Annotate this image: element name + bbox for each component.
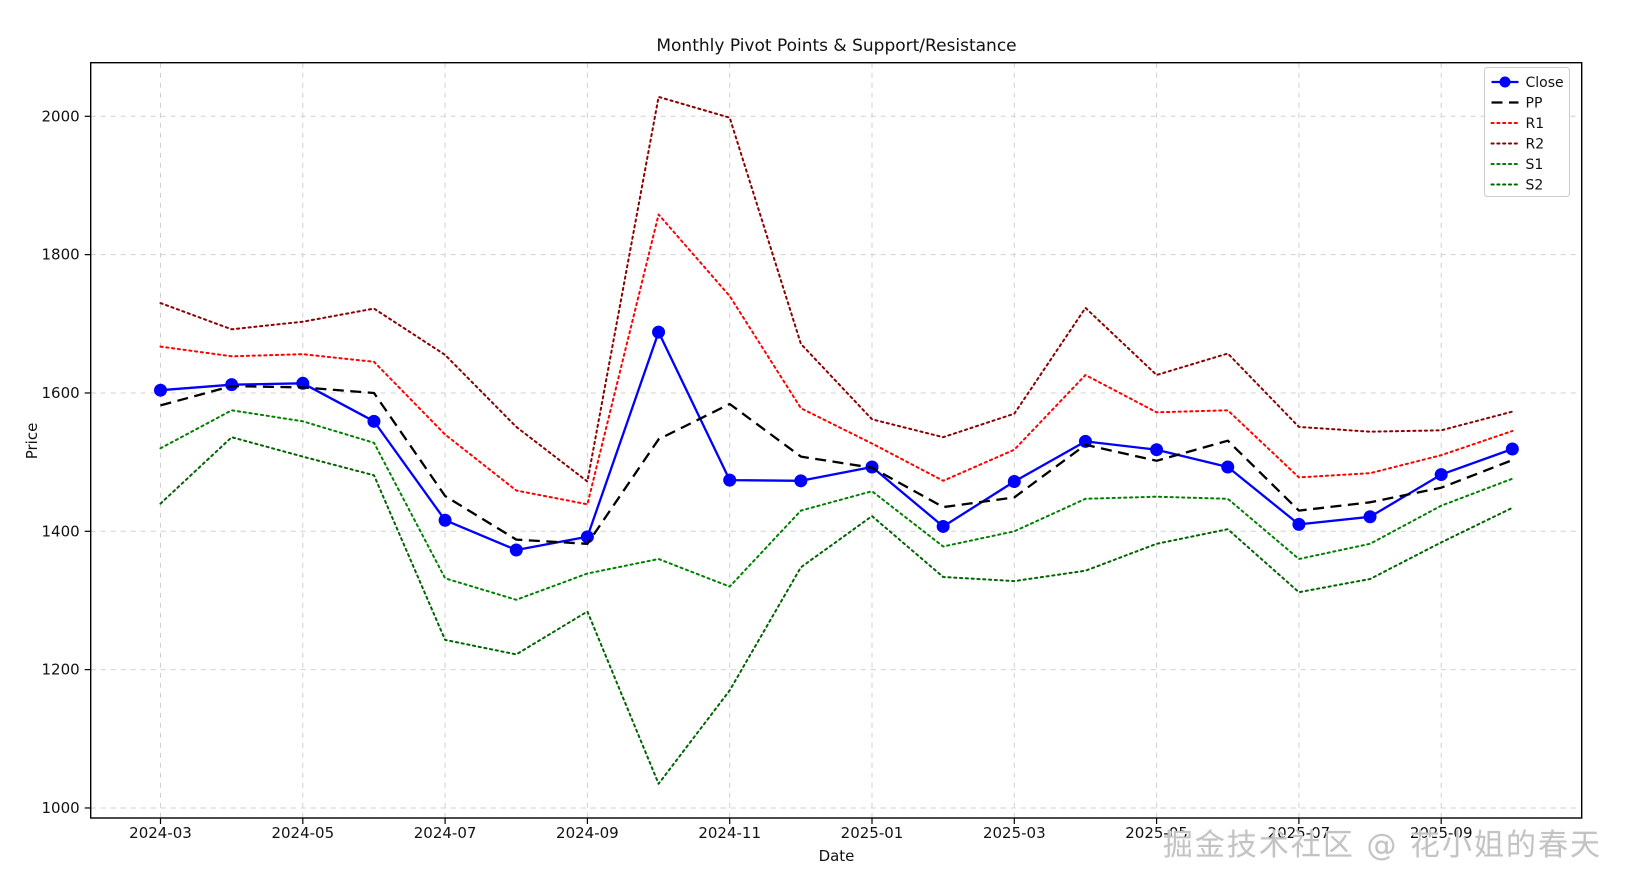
chart-title: Monthly Pivot Points & Support/Resistanc… (656, 36, 1017, 56)
series-marker-close (225, 378, 239, 392)
x-tick-label: 2024-09 (556, 824, 619, 842)
series-marker-close (1221, 460, 1235, 474)
legend-label-r2: R2 (1526, 137, 1545, 153)
x-tick-label: 2025-03 (983, 824, 1046, 842)
legend-label-r1: R1 (1526, 116, 1545, 132)
x-tick-label: 2024-07 (414, 824, 477, 842)
series-marker-close (723, 473, 737, 487)
x-axis-label: Date (818, 847, 855, 865)
series-marker-close (1505, 442, 1519, 456)
series-marker-close (936, 519, 950, 533)
series-line-pp (160, 384, 1513, 545)
x-tick-label: 2024-11 (698, 824, 761, 842)
series-marker-close (367, 414, 381, 428)
series-marker-close (652, 325, 666, 339)
y-tick-label: 1200 (42, 661, 80, 679)
series-line-s2 (159, 436, 1514, 785)
series-marker-close (794, 474, 808, 488)
series-marker-close (1007, 475, 1021, 489)
x-tick-label: 2024-03 (129, 824, 192, 842)
series-marker-close (1150, 443, 1164, 457)
series-marker-close (580, 530, 594, 544)
series-line-close (160, 330, 1513, 552)
y-axis-label: Price (23, 422, 41, 460)
series-marker-close (438, 513, 452, 527)
legend-marker-close (1499, 76, 1511, 88)
series-marker-close (1434, 468, 1448, 482)
series-marker-close (1292, 517, 1306, 531)
y-tick-label: 1000 (42, 799, 80, 817)
plot-border (89, 62, 1583, 819)
y-tick-label: 1600 (42, 384, 80, 402)
series-line-s1 (159, 409, 1514, 601)
y-tick-label: 1400 (42, 522, 80, 540)
watermark-text: 掘金技术社区 @ 花小姐的春天 (1162, 828, 1602, 863)
legend-label-close: Close (1526, 75, 1564, 91)
x-tick-label: 2025-05 (1125, 824, 1188, 842)
legend-label-s2: S2 (1526, 178, 1544, 194)
x-tick-label: 2025-07 (1268, 824, 1331, 842)
x-tick-label: 2024-05 (271, 824, 334, 842)
series-marker-close (1363, 510, 1377, 524)
series-marker-close (154, 383, 167, 397)
y-tick-label: 2000 (42, 107, 80, 125)
y-tick-label: 1800 (42, 246, 80, 264)
series-line-r2 (159, 95, 1514, 483)
x-tick-label: 2025-01 (841, 824, 904, 842)
legend-label-s1: S1 (1526, 157, 1544, 173)
series-marker-close (509, 543, 523, 557)
series-line-r1 (159, 213, 1514, 506)
x-tick-label: 2025-09 (1410, 824, 1473, 842)
legend-label-pp: PP (1526, 96, 1543, 112)
